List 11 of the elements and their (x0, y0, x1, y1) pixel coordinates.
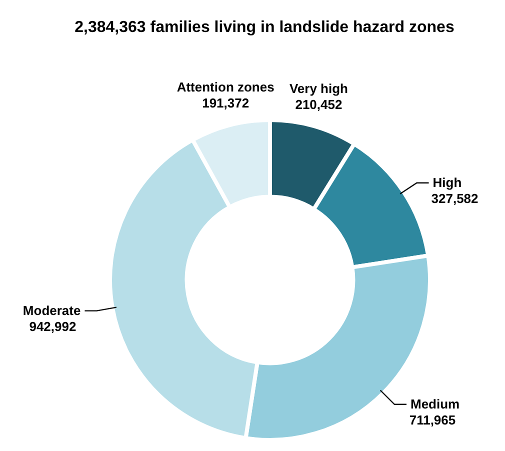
slice-label: Very high (289, 80, 348, 96)
slice-label: Attention zones (176, 80, 274, 95)
slice-label: Moderate (22, 302, 81, 318)
data-label: 942,992 (29, 318, 76, 334)
data-label: 210,452 (295, 96, 342, 112)
data-label: 327,582 (431, 190, 478, 206)
slice-label: High (432, 174, 462, 190)
data-label: 711,965 (409, 412, 456, 428)
data-label: 191,372 (202, 96, 250, 111)
slice-label: Medium (410, 396, 460, 412)
chart-title: 2,384,363 families living in landslide hazard zones (74, 19, 454, 36)
